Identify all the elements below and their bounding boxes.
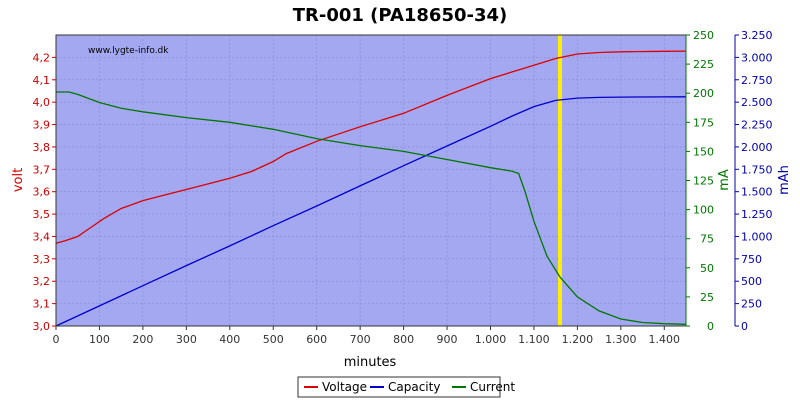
x-tick-label: 300 xyxy=(176,333,197,346)
right-tick-label: 1.000 xyxy=(741,230,773,243)
mid-tick-label: 150 xyxy=(693,145,714,158)
series-line-voltage xyxy=(55,50,687,244)
mid-tick-label: 125 xyxy=(693,175,714,188)
right-tick-label: 1.500 xyxy=(741,186,773,199)
left-tick-label: 3,1 xyxy=(33,298,51,311)
left-tick-label: 4,1 xyxy=(33,74,51,87)
x-tick-label: 1.200 xyxy=(562,333,594,346)
left-tick-label: 4,2 xyxy=(33,51,51,64)
right-tick-label: 3.000 xyxy=(741,51,773,64)
legend-label-voltage: Voltage xyxy=(322,380,367,394)
x-tick-label: 200 xyxy=(132,333,153,346)
mid-tick-label: 225 xyxy=(693,58,714,71)
right-tick-label: 500 xyxy=(741,275,762,288)
x-tick-label: 400 xyxy=(219,333,240,346)
right-tick-label: 3.250 xyxy=(741,29,773,42)
right-tick-label: 2.250 xyxy=(741,119,773,132)
right-tick-label: 1.750 xyxy=(741,163,773,176)
left-tick-label: 3,8 xyxy=(33,141,51,154)
right-axis-label: mAh xyxy=(777,165,792,195)
x-tick-label: 500 xyxy=(263,333,284,346)
x-tick-label: 1.300 xyxy=(605,333,637,346)
right-tick-label: 750 xyxy=(741,253,762,266)
left-tick-label: 3,2 xyxy=(33,275,51,288)
right-tick-label: 0 xyxy=(741,320,748,333)
x-tick-label: 600 xyxy=(306,333,327,346)
x-axis-label: minutes xyxy=(344,355,397,370)
left-axis-label: volt xyxy=(11,168,26,192)
legend-box xyxy=(297,376,501,398)
left-tick-label: 3,5 xyxy=(33,208,51,221)
left-tick-label: 4,0 xyxy=(33,96,51,109)
right-tick-label: 1.250 xyxy=(741,208,773,221)
left-tick-label: 3,6 xyxy=(33,186,51,199)
x-tick-label: 0 xyxy=(53,333,60,346)
left-tick-label: 3,3 xyxy=(33,253,51,266)
series-line-capacity xyxy=(55,96,687,327)
legend-label-current: Current xyxy=(470,380,515,394)
x-tick-label: 700 xyxy=(350,333,371,346)
x-tick-label: 1.100 xyxy=(518,333,550,346)
mid-tick-label: 25 xyxy=(700,291,714,304)
x-tick-label: 800 xyxy=(393,333,414,346)
x-tick-label: 900 xyxy=(437,333,458,346)
x-tick-label: 1.400 xyxy=(649,333,681,346)
left-tick-label: 3,7 xyxy=(33,163,51,176)
left-tick-label: 3,9 xyxy=(33,119,51,132)
right-tick-label: 250 xyxy=(741,298,762,311)
right-tick-label: 2.750 xyxy=(741,74,773,87)
mid-tick-label: 200 xyxy=(693,87,714,100)
right-tick-label: 2.500 xyxy=(741,96,773,109)
x-tick-label: 1.000 xyxy=(475,333,507,346)
watermark-text: www.lygte-info.dk xyxy=(88,46,169,56)
mid-tick-label: 250 xyxy=(693,29,714,42)
mid-tick-label: 100 xyxy=(693,204,714,217)
mid-axis-label: mA xyxy=(717,169,732,191)
x-tick-label: 100 xyxy=(89,333,110,346)
mid-tick-label: 175 xyxy=(693,116,714,129)
left-tick-label: 3,4 xyxy=(33,230,51,243)
mid-tick-label: 0 xyxy=(707,320,714,333)
right-tick-label: 2.000 xyxy=(741,141,773,154)
chart-title: TR-001 (PA18650-34) xyxy=(293,5,508,26)
legend-label-capacity: Capacity xyxy=(388,380,440,394)
left-tick-label: 3,0 xyxy=(33,320,51,333)
series-line-current xyxy=(56,91,687,325)
legend: Voltage Capacity Current xyxy=(297,376,515,398)
mid-tick-label: 50 xyxy=(700,262,714,275)
mid-tick-label: 75 xyxy=(700,233,714,246)
